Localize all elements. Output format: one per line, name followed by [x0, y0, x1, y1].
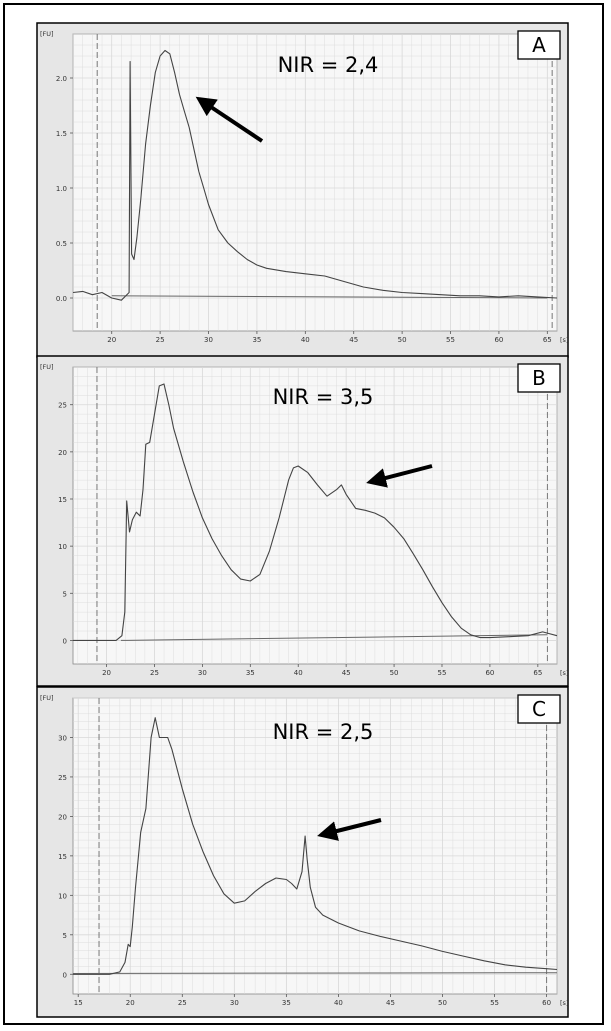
x-tick-label: 40: [334, 999, 343, 1007]
x-tick-label: 45: [342, 669, 351, 677]
x-axis-unit: [s]: [560, 336, 568, 344]
x-tick-label: 50: [390, 669, 399, 677]
y-tick-label: 0.0: [56, 295, 67, 303]
y-tick-label: 15: [58, 853, 67, 861]
arrow-icon: [317, 818, 382, 841]
x-tick-label: 55: [438, 669, 447, 677]
baseline: [111, 295, 548, 299]
panel-c: 0 5 10 15 20 25 30 15 20 25 30 35 40 45 50 55 60 [FU] [s] C…: [36, 686, 569, 1018]
y-tick-label: 0: [63, 637, 67, 645]
baseline: [120, 634, 548, 641]
x-tick-label: 25: [156, 336, 165, 344]
x-tick-label: 20: [102, 669, 111, 677]
series-line: [73, 383, 558, 641]
y-tick-label: 30: [58, 734, 67, 742]
panel-letter-box: [517, 363, 561, 393]
series-line: [73, 717, 558, 975]
panel-letter: A: [532, 33, 546, 57]
x-tick-label: 60: [542, 999, 551, 1007]
panel-b: 0 5 10 15 20 25 20 25 30 35 40 45 50 55 60 65 [FU] [s] B NI…: [36, 355, 569, 687]
y-tick-label: 15: [58, 496, 67, 504]
panel-a: 0.0 0.5 1.0 1.5 2.0 20 25 30 35 40 45 50 55 60 65 [FU] […: [36, 22, 569, 358]
x-tick-label: 65: [543, 336, 552, 344]
x-tick-label: 30: [204, 336, 213, 344]
y-tick-label: 5: [63, 932, 67, 940]
x-tick-label: 35: [282, 999, 291, 1007]
y-tick-label: 0: [63, 971, 67, 979]
x-tick-label: 50: [438, 999, 447, 1007]
arrow-icon: [366, 464, 433, 488]
x-tick-label: 15: [74, 999, 83, 1007]
y-tick-label: 2.0: [56, 75, 67, 83]
x-tick-label: 55: [490, 999, 499, 1007]
x-tick-label: 30: [230, 999, 239, 1007]
y-axis-unit: [FU]: [40, 30, 54, 38]
y-tick-label: 10: [58, 543, 67, 551]
x-tick-label: 40: [301, 336, 310, 344]
x-tick-label: 50: [398, 336, 407, 344]
x-tick-label: 40: [294, 669, 303, 677]
y-tick-label: 1.5: [56, 130, 67, 138]
y-tick-label: 25: [58, 774, 67, 782]
x-tick-label: 65: [533, 669, 542, 677]
y-axis-unit: [FU]: [40, 363, 54, 371]
x-tick-label: 60: [485, 669, 494, 677]
x-tick-label: 35: [252, 336, 261, 344]
y-tick-label: 5: [63, 590, 67, 598]
x-tick-label: 20: [107, 336, 116, 344]
panel-letter-box: [517, 30, 561, 60]
x-tick-label: 45: [349, 336, 358, 344]
nir-annotation: NIR = 2,4: [278, 53, 379, 77]
grid: [73, 366, 558, 664]
y-tick-label: 0.5: [56, 240, 67, 248]
y-tick-label: 1.0: [56, 185, 67, 193]
x-axis-unit: [s]: [560, 999, 568, 1007]
y-axis-unit: [FU]: [40, 694, 54, 702]
grid: [73, 697, 558, 994]
series-line: [72, 49, 558, 301]
y-tick-label: 20: [58, 813, 67, 821]
x-tick-label: 25: [150, 669, 159, 677]
x-tick-label: 45: [386, 999, 395, 1007]
x-tick-label: 60: [494, 336, 503, 344]
y-tick-label: 25: [58, 402, 67, 410]
y-tick-label: 20: [58, 449, 67, 457]
x-tick-label: 55: [446, 336, 455, 344]
panel-letter: C: [532, 697, 546, 721]
x-tick-label: 25: [178, 999, 187, 1007]
plot-area: [72, 366, 558, 665]
nir-annotation: NIR = 2,5: [273, 720, 374, 744]
x-tick-label: 35: [246, 669, 255, 677]
panel-letter-box: [517, 694, 561, 724]
plot-area: [72, 697, 558, 995]
y-tick-label: 10: [58, 892, 67, 900]
x-tick-label: 20: [126, 999, 135, 1007]
nir-annotation: NIR = 3,5: [273, 385, 374, 409]
x-axis-unit: [s]: [560, 669, 568, 677]
x-tick-label: 30: [198, 669, 207, 677]
figure-frame: [3, 3, 604, 1025]
panel-letter: B: [532, 366, 546, 390]
arrow-icon: [195, 96, 264, 143]
baseline: [72, 972, 558, 974]
